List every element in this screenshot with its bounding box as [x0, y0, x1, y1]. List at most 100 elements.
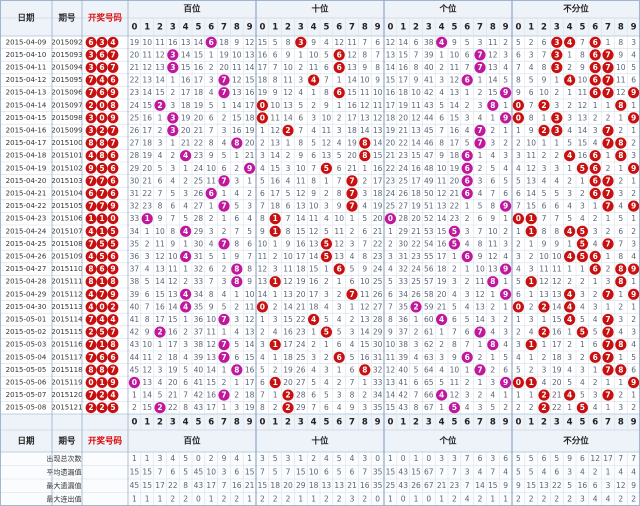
miss-count: 11 — [155, 239, 165, 248]
miss-count: 12 — [168, 277, 178, 286]
miss-count: 4 — [145, 265, 150, 274]
hit-ball — [308, 313, 320, 326]
miss-count: 3 — [234, 403, 239, 412]
stat-value: 1 — [311, 494, 316, 503]
miss-count: 1 — [478, 151, 483, 160]
miss-count: 4 — [503, 252, 508, 261]
miss-count: 3 — [465, 227, 470, 236]
issue-cell: 2015108 — [51, 240, 82, 248]
miss-count: 2 — [593, 378, 598, 387]
miss-count: 2 — [183, 176, 188, 185]
miss-count: 12 — [296, 189, 306, 198]
miss-count: 12 — [322, 139, 332, 148]
hit-ball — [461, 162, 473, 174]
stat-value: 2 — [567, 494, 572, 503]
draw-ball — [96, 251, 108, 262]
hit-digit: 7 — [349, 189, 354, 198]
miss-count: 44 — [130, 353, 140, 362]
draw-digit: 2 — [88, 101, 93, 110]
stat-value: 6 — [542, 454, 547, 463]
draw-ball — [96, 87, 108, 99]
miss-count: 2 — [503, 139, 508, 148]
draw-digit: 7 — [110, 63, 115, 72]
miss-count: 1 — [567, 164, 572, 173]
hit-digit: 5 — [580, 227, 585, 236]
stat-value: 2 — [631, 494, 636, 503]
miss-count: 2 — [209, 63, 214, 72]
miss-count: 13 — [270, 139, 280, 148]
digit-header: 8 — [490, 23, 496, 33]
miss-count: 1 — [273, 239, 278, 248]
date-cell: 2015-04-11 — [6, 64, 47, 72]
hit-digit: 6 — [465, 189, 470, 198]
hit-ball — [525, 376, 537, 389]
miss-count: 3 — [170, 164, 175, 173]
miss-count: 11 — [309, 214, 319, 223]
miss-count: 5 — [350, 353, 355, 362]
hit-digit: 6 — [593, 50, 598, 59]
hit-digit: 0 — [516, 302, 521, 311]
draw-ball — [96, 150, 108, 162]
miss-count: 16 — [206, 391, 216, 400]
stat-value: 3 — [439, 454, 444, 463]
hit-digit: 7 — [477, 328, 482, 337]
miss-count: 59 — [424, 302, 434, 311]
hit-ball — [589, 36, 601, 48]
miss-count: 10 — [283, 252, 293, 261]
date-cell: 2015-04-26 — [6, 253, 47, 261]
miss-count: 4 — [580, 214, 585, 223]
miss-count: 13 — [245, 50, 255, 59]
miss-count: 47 — [424, 151, 434, 160]
miss-count: 6 — [516, 290, 521, 299]
miss-count: 20 — [283, 378, 293, 387]
stat-value: 5 — [516, 467, 521, 476]
miss-count: 1 — [478, 76, 483, 85]
miss-count: 17 — [142, 126, 152, 135]
miss-count: 7 — [324, 76, 329, 85]
hit-digit: 5 — [452, 239, 457, 248]
draw-ball — [96, 162, 108, 174]
miss-count: 56 — [424, 265, 434, 274]
miss-count: 8 — [478, 239, 483, 248]
miss-count: 14 — [398, 38, 408, 47]
hit-digit: 8 — [490, 277, 495, 286]
miss-count: 16 — [309, 277, 319, 286]
miss-count: 15 — [206, 378, 216, 387]
miss-count: 2 — [567, 277, 572, 286]
miss-count: 3 — [234, 315, 239, 324]
hit-ball — [269, 376, 281, 389]
miss-count: 13 — [258, 277, 268, 286]
draw-digit: 5 — [110, 227, 115, 236]
miss-count: 6 — [350, 277, 355, 286]
miss-count: 3 — [286, 164, 291, 173]
miss-count: 9 — [542, 76, 547, 85]
miss-count: 18 — [245, 113, 255, 122]
hit-ball — [628, 162, 640, 174]
miss-count: 3 — [260, 340, 265, 349]
miss-count: 8 — [554, 227, 559, 236]
draw-ball — [107, 200, 119, 212]
miss-count: 3 — [247, 202, 252, 211]
hit-digit: 0 — [260, 302, 265, 311]
hit-ball — [218, 175, 230, 187]
miss-count: 5 — [234, 340, 239, 349]
date-cell: 2015-04-28 — [6, 278, 47, 286]
hit-digit: 4 — [183, 252, 188, 261]
miss-count: 13 — [309, 239, 319, 248]
hit-digit: 4 — [183, 302, 188, 311]
hit-ball — [576, 225, 589, 237]
hit-ball — [500, 376, 512, 389]
draw-ball — [107, 364, 119, 376]
hit-ball — [551, 49, 563, 61]
miss-count: 10 — [437, 164, 447, 173]
miss-count: 8 — [247, 265, 252, 274]
miss-count: 2 — [273, 365, 278, 374]
miss-count: 13 — [206, 353, 216, 362]
section-header: 个位 — [438, 4, 457, 15]
miss-count: 15 — [386, 76, 396, 85]
miss-count: 14 — [194, 38, 204, 47]
miss-count: 5 — [324, 50, 329, 59]
hit-ball — [589, 150, 601, 162]
hit-ball — [525, 225, 537, 237]
hit-digit: 6 — [337, 265, 342, 274]
